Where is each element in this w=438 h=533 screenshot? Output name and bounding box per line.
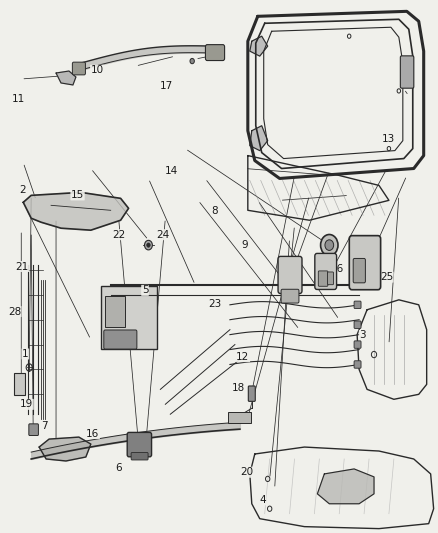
Text: 11: 11 <box>12 94 25 104</box>
FancyBboxPatch shape <box>72 62 85 75</box>
FancyBboxPatch shape <box>353 259 365 283</box>
FancyBboxPatch shape <box>205 45 225 61</box>
Text: 27: 27 <box>284 259 297 269</box>
Polygon shape <box>23 192 129 230</box>
Circle shape <box>362 259 374 272</box>
Text: 12: 12 <box>237 352 250 361</box>
Circle shape <box>365 262 371 269</box>
Text: 25: 25 <box>380 272 393 282</box>
Text: 5: 5 <box>142 285 148 295</box>
Text: 22: 22 <box>112 230 126 240</box>
Text: 28: 28 <box>8 306 21 317</box>
Text: 21: 21 <box>16 262 29 271</box>
Text: 2: 2 <box>19 184 25 195</box>
FancyBboxPatch shape <box>228 413 251 423</box>
Polygon shape <box>56 71 76 85</box>
Text: 8: 8 <box>212 206 218 216</box>
FancyBboxPatch shape <box>354 301 361 309</box>
FancyBboxPatch shape <box>354 361 361 368</box>
FancyBboxPatch shape <box>101 286 157 349</box>
FancyBboxPatch shape <box>127 432 152 457</box>
Circle shape <box>321 235 338 256</box>
Text: 10: 10 <box>91 66 104 75</box>
Text: 7: 7 <box>42 421 48 431</box>
FancyBboxPatch shape <box>104 330 137 349</box>
Text: 18: 18 <box>232 383 245 393</box>
Text: 14: 14 <box>165 166 178 176</box>
FancyBboxPatch shape <box>354 281 361 288</box>
Circle shape <box>147 243 150 247</box>
FancyBboxPatch shape <box>105 295 125 327</box>
Polygon shape <box>39 437 91 461</box>
FancyBboxPatch shape <box>328 272 333 285</box>
FancyBboxPatch shape <box>349 236 381 290</box>
Text: 4: 4 <box>259 495 266 505</box>
Circle shape <box>145 240 152 250</box>
Text: 9: 9 <box>242 240 248 251</box>
Text: 1: 1 <box>22 349 28 359</box>
FancyBboxPatch shape <box>278 256 302 294</box>
Polygon shape <box>250 126 268 151</box>
FancyBboxPatch shape <box>315 253 336 289</box>
Text: 15: 15 <box>71 190 84 200</box>
Polygon shape <box>318 469 374 504</box>
Circle shape <box>32 426 36 432</box>
Text: 16: 16 <box>86 429 99 439</box>
Text: 3: 3 <box>359 330 366 341</box>
Text: 24: 24 <box>156 230 169 240</box>
FancyBboxPatch shape <box>318 271 328 286</box>
Polygon shape <box>250 36 268 56</box>
Circle shape <box>325 240 334 251</box>
Text: 23: 23 <box>208 298 221 309</box>
FancyBboxPatch shape <box>281 289 299 303</box>
FancyBboxPatch shape <box>248 386 255 401</box>
FancyBboxPatch shape <box>131 453 148 460</box>
FancyBboxPatch shape <box>14 373 25 395</box>
FancyBboxPatch shape <box>400 56 414 88</box>
Text: 17: 17 <box>160 81 173 91</box>
Text: 19: 19 <box>20 399 33 409</box>
Text: 13: 13 <box>382 134 396 144</box>
Text: 6: 6 <box>116 463 122 473</box>
FancyBboxPatch shape <box>354 321 361 328</box>
FancyBboxPatch shape <box>29 424 39 435</box>
FancyBboxPatch shape <box>354 341 361 348</box>
Text: 20: 20 <box>241 467 254 477</box>
Text: 26: 26 <box>330 264 343 274</box>
Circle shape <box>190 59 194 64</box>
